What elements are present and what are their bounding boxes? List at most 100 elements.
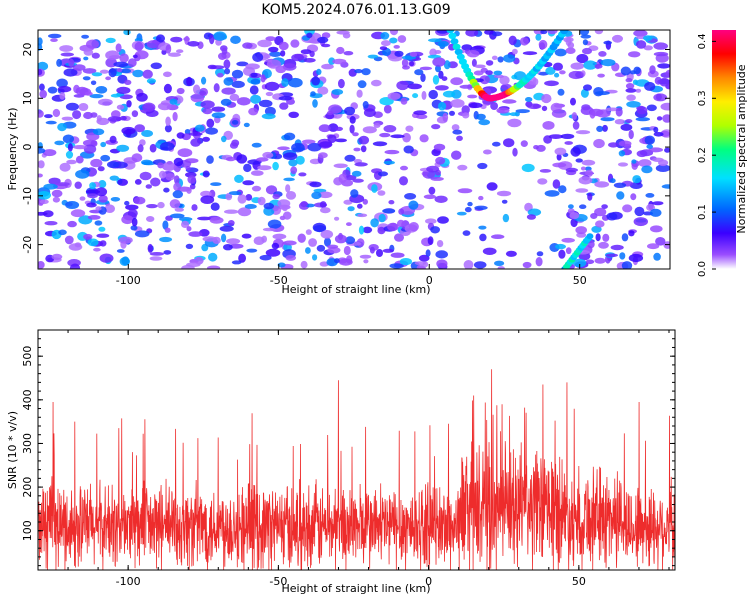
heatmap-cell <box>251 142 262 148</box>
heatmap-cell <box>298 172 307 177</box>
heatmap-cell <box>283 177 295 182</box>
heatmap-cell <box>282 240 297 246</box>
heatmap-cell <box>260 74 266 83</box>
heatmap-cell <box>279 102 289 110</box>
heatmap-cell <box>664 147 670 153</box>
heatmap-cell <box>305 229 312 235</box>
colorbar-tick-label: 0.4 <box>697 33 708 49</box>
heatmap-cell <box>428 89 439 100</box>
heatmap-cell <box>538 39 548 50</box>
heatmap-cell <box>116 104 125 110</box>
heatmap-cell <box>169 199 181 209</box>
heatmap-cell <box>347 206 355 212</box>
heatmap-cell <box>559 70 566 75</box>
heatmap-cell <box>631 159 637 164</box>
heatmap-cell <box>231 80 245 88</box>
heatmap-cell <box>635 117 650 122</box>
heatmap-cell <box>649 208 662 217</box>
heatmap-cell <box>636 150 648 158</box>
heatmap-cell <box>446 30 455 34</box>
heatmap-cell <box>288 159 298 167</box>
heatmap-cell <box>419 66 432 71</box>
heatmap-ylabel: Frequency (Hz) <box>6 108 19 191</box>
heatmap-cell <box>363 259 369 264</box>
heatmap-cell <box>82 139 97 147</box>
heatmap-cell <box>259 254 272 261</box>
heatmap-cell <box>113 61 129 68</box>
heatmap-cell <box>636 106 648 115</box>
heatmap-cell <box>121 215 134 225</box>
heatmap-cell <box>306 32 313 38</box>
heatmap-cell <box>491 55 498 60</box>
snr-xlabel: Height of straight line (km) <box>281 582 430 595</box>
heatmap-cell <box>105 76 111 81</box>
heatmap-cell <box>205 127 219 135</box>
colorbar-tick-label: 0.2 <box>697 147 708 163</box>
heatmap-cell <box>61 116 74 121</box>
heatmap-cell <box>376 249 383 257</box>
heatmap-cell <box>116 144 130 152</box>
heatmap-cell <box>377 190 386 196</box>
heatmap-cell <box>660 102 670 111</box>
heatmap-cell <box>582 39 589 46</box>
heatmap-cell <box>401 58 409 68</box>
heatmap-cell <box>358 225 365 235</box>
heatmap-cell <box>86 202 97 208</box>
heatmap-cell <box>625 83 635 89</box>
heatmap-cell <box>172 190 183 199</box>
heatmap-cell <box>208 252 218 262</box>
heatmap-cell <box>145 184 152 189</box>
heatmap-cell <box>633 217 648 227</box>
heatmap-cell <box>134 124 145 133</box>
heatmap-cell <box>156 34 165 43</box>
heatmap-cell <box>181 264 195 269</box>
y-tick-label: 400 <box>21 389 34 410</box>
heatmap-cell <box>57 123 67 132</box>
heatmap-cell <box>334 216 340 221</box>
heatmap-cell <box>256 157 269 162</box>
heatmap-cell <box>421 90 427 100</box>
heatmap-cell <box>300 260 308 269</box>
heatmap-cell <box>575 226 587 235</box>
heatmap-cell <box>81 34 89 39</box>
heatmap-cell <box>457 188 473 194</box>
heatmap-cell <box>258 99 273 108</box>
heatmap-cell <box>409 61 415 67</box>
heatmap-cell <box>303 58 316 63</box>
heatmap-cell <box>257 165 272 171</box>
heatmap-cell <box>351 170 362 177</box>
heatmap-cell <box>381 40 391 47</box>
heatmap-cell <box>478 225 487 230</box>
heatmap-cell <box>432 75 440 85</box>
heatmap-cell <box>163 83 172 94</box>
heatmap-cell <box>437 216 449 224</box>
heatmap-cell <box>560 133 575 139</box>
heatmap-cell <box>586 233 594 240</box>
heatmap-cell <box>38 261 45 269</box>
heatmap-cell <box>595 233 601 242</box>
heatmap-cell <box>186 226 192 232</box>
heatmap-cell <box>121 256 130 266</box>
heatmap-cell <box>409 51 418 57</box>
heatmap-cell <box>635 88 642 93</box>
y-tick-label: -10 <box>21 187 34 205</box>
heatmap-cell <box>436 259 448 269</box>
heatmap-cell <box>95 187 108 197</box>
heatmap-cell <box>319 201 327 209</box>
heatmap-cell <box>525 97 533 102</box>
heatmap-cell <box>474 205 488 210</box>
heatmap-cell <box>412 93 419 99</box>
heatmap-cell <box>484 30 494 35</box>
heatmap-cell <box>370 218 379 228</box>
heatmap-cell <box>221 233 227 243</box>
heatmap-cell <box>221 87 236 95</box>
heatmap-cell <box>236 154 248 164</box>
heatmap-cell <box>560 30 569 35</box>
heatmap-cell <box>609 178 616 184</box>
heatmap-cell <box>527 208 542 216</box>
heatmap-cell <box>261 235 268 243</box>
heatmap-cell <box>632 175 642 184</box>
heatmap-cell <box>119 53 129 63</box>
heatmap-cell <box>65 102 79 111</box>
heatmap-cell <box>557 88 565 96</box>
